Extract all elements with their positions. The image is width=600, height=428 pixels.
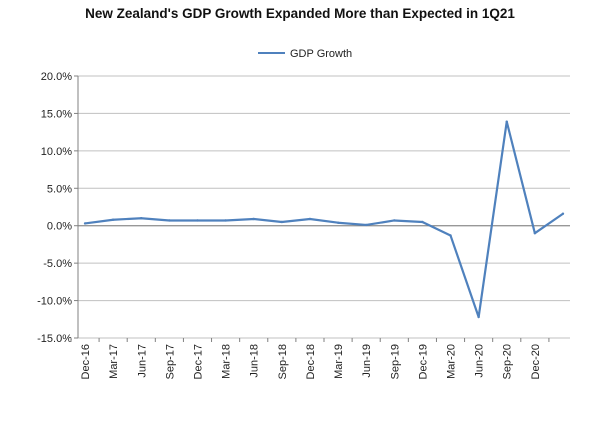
x-tick-label: Mar-18 [221,344,233,379]
y-tick-label: 0.0% [47,221,72,233]
data-point [533,232,537,235]
data-point [280,220,284,224]
x-tick-label: Jun-20 [474,344,486,378]
x-tick-label: Mar-17 [108,344,120,379]
data-point [505,120,508,123]
data-point [140,217,143,220]
y-axis-ticks: -15.0% -10.0% -5.0% 0.0% 5.0% 10.0% 15.0% 20.0% [37,71,78,345]
y-tick-label: -5.0% [43,258,72,270]
x-tick-label: Mar-20 [446,344,458,379]
data-point [252,217,255,221]
y-tick-label: -10.0% [37,296,72,308]
y-tick-label: 10.0% [41,146,72,158]
legend: GDP Growth [258,48,352,60]
data-point [421,220,424,224]
x-tick-label: Sep-17 [164,344,176,379]
y-tick-label: 5.0% [47,183,72,195]
x-tick-label: Jun-18 [249,344,261,378]
data-point [196,219,199,222]
chart-title: New Zealand's GDP Growth Expanded More t… [85,6,515,21]
data-point [561,212,565,215]
data-point [336,221,340,224]
axes [77,76,570,338]
y-tick-label: -15.0% [37,333,72,345]
legend-label: GDP Growth [290,48,352,60]
y-tick-label: 15.0% [41,108,72,120]
data-point [111,218,115,221]
x-tick-label: Dec-18 [305,344,317,379]
x-tick-label: Dec-16 [80,344,92,379]
x-tick-label: Mar-19 [333,344,345,379]
data-point [168,219,171,222]
data-point [449,234,452,237]
x-tick-label: Sep-19 [389,344,401,379]
data-point [308,217,312,221]
x-tick-label: Dec-17 [192,344,204,379]
data-point [83,222,87,225]
x-tick-label: Dec-19 [417,344,429,379]
series-line-gdp-growth [84,120,564,319]
y-tick-label: 20.0% [41,71,72,83]
series-group [83,120,565,319]
x-axis-ticks: Dec-16 Mar-17 Jun-17 Sep-17 Dec-17 Mar-18 Jun-… [70,338,550,379]
x-tick-label: Jun-17 [136,344,148,378]
x-tick-label: Dec-20 [530,344,542,379]
x-tick-label: Jun-19 [361,344,373,378]
x-tick-label: Sep-20 [502,344,514,379]
x-tick-label: Sep-18 [277,344,289,379]
data-point [477,315,480,319]
data-point [364,223,368,227]
data-point [224,219,227,222]
data-point [393,219,396,222]
gridlines [78,75,570,339]
